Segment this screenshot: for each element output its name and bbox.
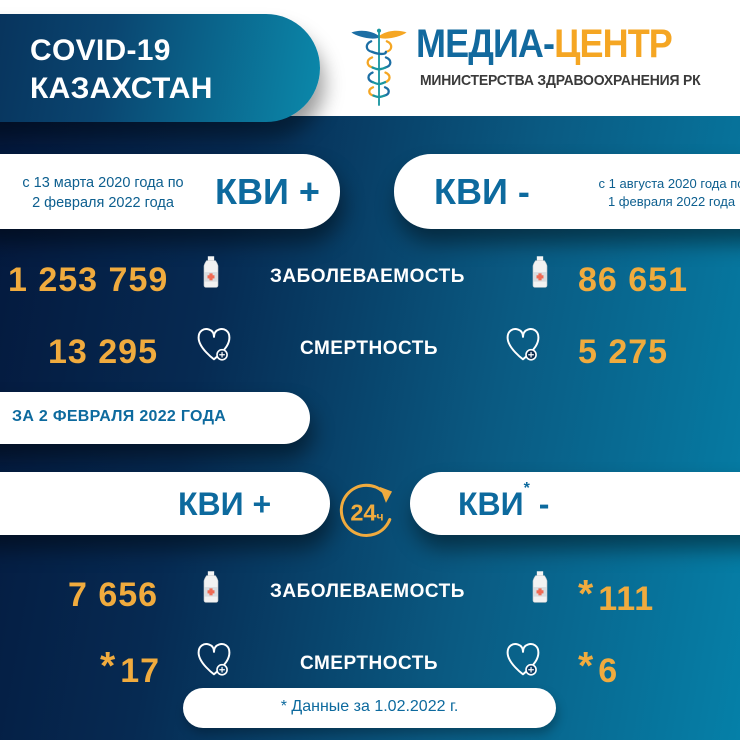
svg-text:24ч: 24ч <box>350 499 383 525</box>
